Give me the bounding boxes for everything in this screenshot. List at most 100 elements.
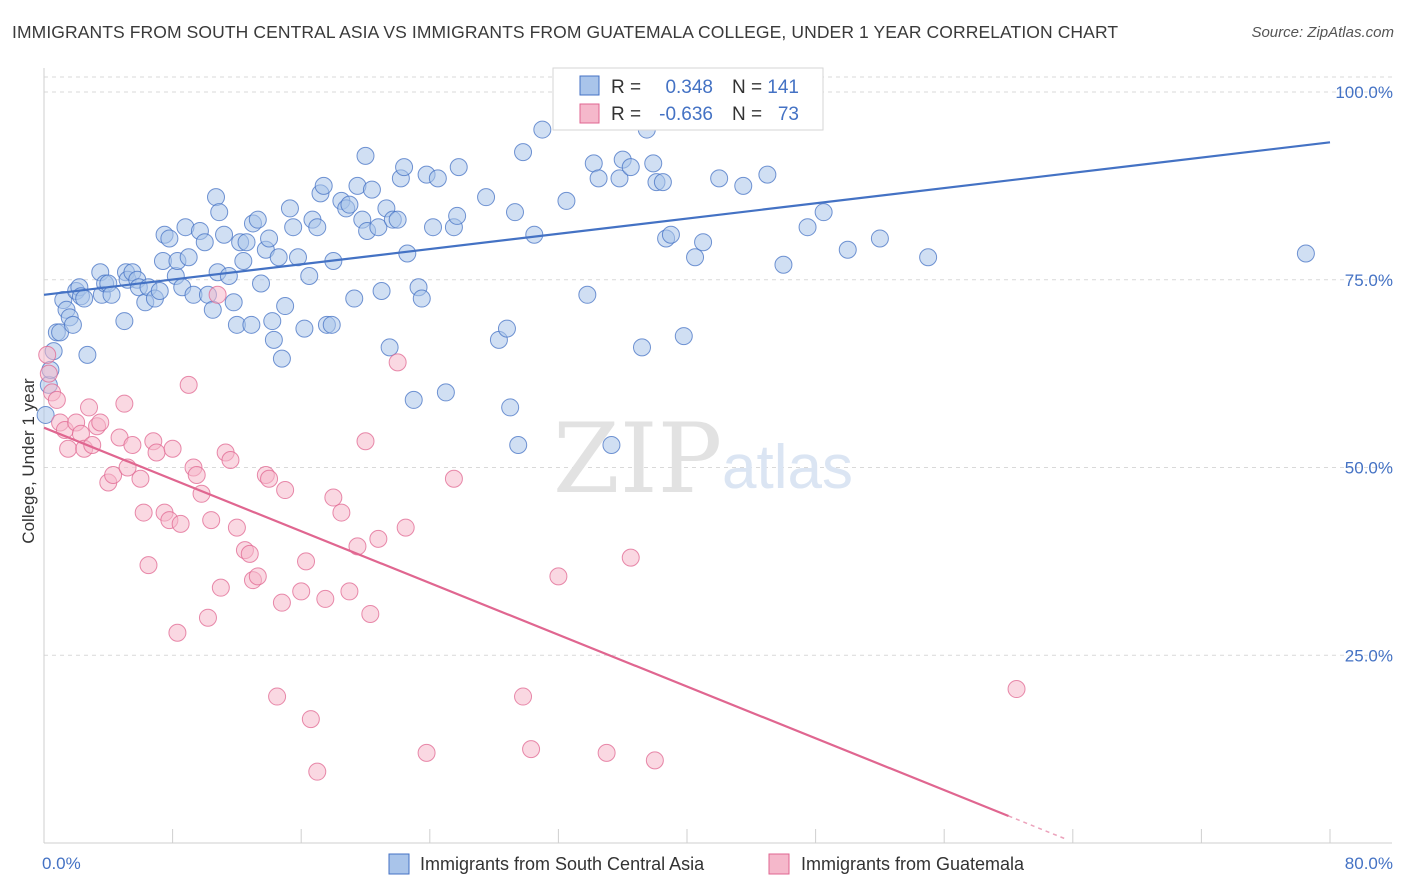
point-south-central-asia [284,218,303,237]
point-south-central-asia [477,188,496,207]
point-south-central-asia [578,285,597,304]
point-south-central-asia [252,274,271,293]
point-south-central-asia [242,315,261,334]
point-guatemala [396,518,415,537]
point-south-central-asia [501,398,520,417]
point-south-central-asia [436,383,455,402]
point-guatemala [211,578,230,597]
y-tick-labels: 25.0% 50.0% 75.0% 100.0% [1335,83,1393,665]
stats-n-value-2: 73 [778,104,799,125]
point-guatemala [514,687,533,706]
point-south-central-asia [224,293,243,312]
trend-line-guatemala [43,426,1009,817]
y-tick-label: 25.0% [1345,646,1393,665]
point-guatemala [324,488,343,507]
point-south-central-asia [610,169,629,188]
point-south-central-asia [1296,244,1315,263]
stats-swatch-pink [579,103,600,124]
point-south-central-asia [557,191,576,210]
point-south-central-asia [260,229,279,248]
chart-title: IMMIGRANTS FROM SOUTH CENTRAL ASIA VS IM… [12,22,1119,42]
legend-label-south-central-asia: Immigrants from South Central Asia [420,854,705,874]
point-south-central-asia [36,405,55,424]
legend: Immigrants from South Central Asia Immig… [388,853,1025,875]
y-tick-label: 50.0% [1345,459,1393,478]
point-south-central-asia [505,203,524,222]
point-south-central-asia [264,330,283,349]
point-guatemala [59,439,78,458]
point-south-central-asia [686,248,705,267]
stats-r-value-2: -0.636 [659,104,713,125]
point-south-central-asia [322,315,341,334]
stats-n-label-2: N = [732,104,762,125]
point-south-central-asia [395,158,414,177]
point-south-central-asia [838,240,857,259]
trend-lines [43,141,1331,840]
point-guatemala [131,469,150,488]
point-guatemala [115,394,134,413]
point-south-central-asia [380,338,399,357]
point-guatemala [134,503,153,522]
gridlines [44,76,1392,656]
point-south-central-asia [215,225,234,244]
point-guatemala [163,439,182,458]
point-south-central-asia [179,248,198,267]
point-south-central-asia [263,312,282,331]
point-guatemala [621,548,640,567]
point-south-central-asia [345,289,364,308]
trend-line-guatemala-extension [1008,815,1066,840]
point-south-central-asia [694,233,713,252]
point-guatemala [179,375,198,394]
point-south-central-asia [758,165,777,184]
point-guatemala [171,514,190,533]
point-guatemala [1007,680,1026,699]
point-guatemala [268,687,287,706]
stats-r-label-1: R = [611,77,641,98]
point-guatemala [597,743,616,762]
point-guatemala [260,469,279,488]
point-south-central-asia [308,218,327,237]
point-south-central-asia [870,229,889,248]
point-south-central-asia [340,195,359,214]
point-guatemala [248,567,267,586]
point-south-central-asia [514,143,533,162]
point-south-central-asia [237,233,256,252]
stats-swatch-blue [579,75,600,96]
point-south-central-asia [644,154,663,173]
point-south-central-asia [621,158,640,177]
point-south-central-asia [412,289,431,308]
point-guatemala [221,451,240,469]
point-south-central-asia [102,285,121,304]
y-axis-title: College, Under 1 year [19,378,38,544]
point-guatemala [187,466,206,485]
point-south-central-asia [369,218,388,237]
point-guatemala [549,567,568,586]
point-guatemala [301,710,320,729]
watermark-zip-text: ZIP [553,403,722,515]
point-guatemala [356,432,375,451]
point-south-central-asia [589,169,608,188]
point-south-central-asia [300,267,319,286]
legend-swatch-guatemala [768,853,790,875]
stats-n-value-1: 141 [767,77,799,98]
point-guatemala [202,511,221,530]
point-south-central-asia [203,300,222,319]
point-south-central-asia [710,169,729,188]
point-south-central-asia [774,255,793,274]
point-guatemala [369,529,388,548]
point-south-central-asia [295,319,314,338]
point-guatemala [208,285,227,304]
point-south-central-asia [248,210,267,229]
watermark: ZIP atlas [553,403,853,515]
point-south-central-asia [602,435,621,454]
point-guatemala [80,398,99,417]
point-guatemala [332,503,351,522]
point-south-central-asia [497,319,516,338]
point-guatemala [444,469,463,488]
point-south-central-asia [272,349,291,368]
point-guatemala [340,582,359,601]
y-tick-label: 75.0% [1345,271,1393,290]
point-south-central-asia [63,315,82,334]
stats-n-label-1: N = [732,77,762,98]
point-south-central-asia [115,312,134,331]
